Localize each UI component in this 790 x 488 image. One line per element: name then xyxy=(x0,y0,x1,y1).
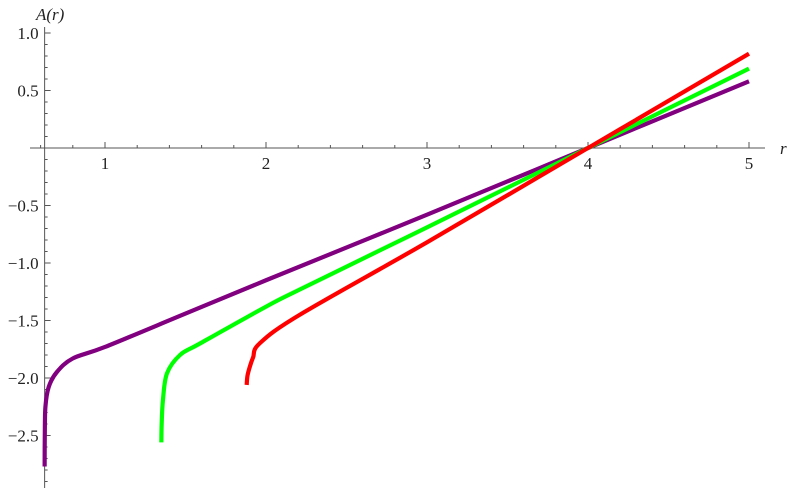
x-tick-label: 5 xyxy=(745,154,754,173)
y-tick-label: −1.5 xyxy=(8,312,39,331)
series-line-3 xyxy=(244,51,751,386)
y-tick-label: −1.0 xyxy=(8,254,39,273)
y-tick-label: −0.5 xyxy=(8,197,39,216)
axes: 1 2 3 4 5 1.0 0.5 −0.5 −1.0 −1.5 −2.0 −2.5 xyxy=(8,24,765,488)
y-tick-label: −2.5 xyxy=(8,427,39,446)
x-axis-label: r xyxy=(780,139,787,158)
y-tick-label: 0.5 xyxy=(17,82,38,101)
curves xyxy=(42,51,751,467)
series-line-1 xyxy=(42,79,750,467)
y-axis-label: A(r) xyxy=(35,5,65,24)
y-tick-label: −2.0 xyxy=(8,369,39,388)
y-tick-label: 1.0 xyxy=(17,24,38,43)
x-tick-label: 3 xyxy=(423,154,432,173)
x-tick-label: 4 xyxy=(584,154,593,173)
series-line-2 xyxy=(159,66,750,443)
x-tick-label: 1 xyxy=(101,154,110,173)
x-tick-label: 2 xyxy=(262,154,271,173)
